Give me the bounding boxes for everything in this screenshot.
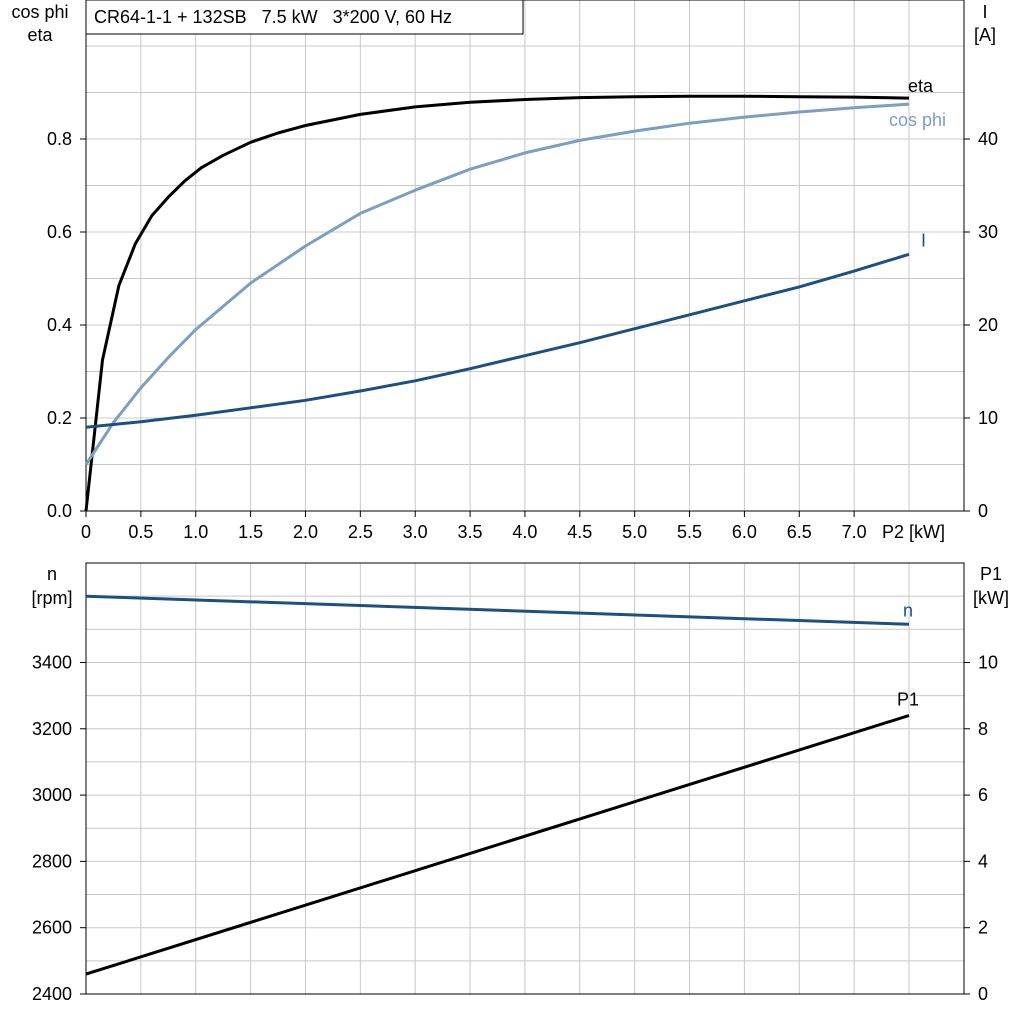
bottom-left-tick-label: 2600 [32, 918, 72, 938]
top-x-tick-label: 1.0 [183, 522, 208, 542]
bottom-right-tick-label: 0 [978, 984, 988, 1004]
top-left-tick-labels: 0.0 0.2 0.4 0.6 0.8 [47, 129, 86, 521]
bottom-right-tick-label: 4 [978, 851, 988, 871]
x-axis-label: P2 [kW] [882, 522, 945, 542]
bottom-right-tick-labels: 0 2 4 6 8 10 [964, 652, 998, 1004]
top-x-tick-label: 6.5 [787, 522, 812, 542]
top-left-tick-label: 0.8 [47, 129, 72, 149]
top-left-axis-label-line2: eta [27, 25, 53, 45]
bottom-right-tick-label: 2 [978, 918, 988, 938]
bottom-right-tick-label: 10 [978, 652, 998, 672]
series-label-p1: P1 [897, 690, 919, 710]
top-left-tick-label: 0.0 [47, 501, 72, 521]
bottom-right-axis-label-line2: [kW] [973, 588, 1009, 608]
top-x-tick-label: 4.0 [512, 522, 537, 542]
series-line-eta [84, 94, 910, 512]
bottom-chart: n [rpm] P1 [kW] 2400 2600 2800 3000 3200 3400… [31, 562, 1009, 1004]
bottom-left-tick-label: 3400 [32, 652, 72, 672]
bottom-chart-frame [85, 562, 965, 995]
top-x-tick-label: 2.5 [348, 522, 373, 542]
series-line-n [85, 594, 910, 626]
top-left-axis-label-line1: cos phi [11, 2, 68, 22]
bottom-chart-series: n P1 [85, 594, 919, 976]
bottom-left-tick-label: 2800 [32, 851, 72, 871]
top-x-tick-label: 1.5 [238, 522, 263, 542]
top-left-tick-label: 0.4 [47, 315, 72, 335]
series-label-n: n [903, 600, 913, 620]
series-line-i [85, 252, 910, 429]
top-right-tick-label: 0 [978, 501, 988, 521]
top-right-tick-label: 10 [978, 408, 998, 428]
top-right-tick-label: 30 [978, 222, 998, 242]
bottom-left-axis-label-line2: [rpm] [31, 588, 72, 608]
series-label-cos-phi: cos phi [889, 110, 946, 130]
top-left-tick-label: 0.6 [47, 222, 72, 242]
top-right-tick-label: 20 [978, 315, 998, 335]
top-left-tick-label: 0.2 [47, 408, 72, 428]
top-x-tick-label: 7.0 [842, 522, 867, 542]
top-x-tick-label: 0 [81, 522, 91, 542]
top-right-tick-label: 40 [978, 129, 998, 149]
series-line-cos-phi [84, 102, 910, 466]
bottom-right-axis-label-line1: P1 [980, 564, 1002, 584]
series-label-eta: eta [908, 76, 934, 96]
bottom-left-tick-label: 2400 [32, 984, 72, 1004]
top-right-axis-label-line2: [A] [974, 25, 996, 45]
top-x-tick-labels: 0 0.5 1.0 1.5 2.0 2.5 3.0 3.5 4.0 4.5 5.0 5.5 6.0 6.5… [81, 511, 867, 542]
top-right-tick-labels: 0 10 20 30 40 [964, 129, 998, 521]
bottom-chart-grid [86, 563, 964, 994]
series-line-p1 [85, 714, 910, 976]
bottom-left-axis-label-line1: n [47, 564, 57, 584]
top-x-tick-label: 3.5 [458, 522, 483, 542]
bottom-right-tick-label: 8 [978, 719, 988, 739]
bottom-right-tick-label: 6 [978, 785, 988, 805]
bottom-left-tick-label: 3000 [32, 785, 72, 805]
chart-title: CR64-1-1 + 132SB 7.5 kW 3*200 V, 60 Hz [94, 7, 452, 27]
top-x-tick-label: 4.5 [567, 522, 592, 542]
bottom-left-tick-labels: 2400 2600 2800 3000 3200 3400 [32, 652, 86, 1004]
top-chart-series: eta cos phi I [84, 76, 946, 512]
top-x-tick-label: 6.0 [732, 522, 757, 542]
series-label-i: I [921, 230, 926, 250]
top-x-tick-label: 3.0 [403, 522, 428, 542]
top-x-tick-label: 5.0 [622, 522, 647, 542]
bottom-left-tick-label: 3200 [32, 719, 72, 739]
top-right-axis-label-line1: I [982, 2, 987, 22]
chart-title-box [85, 0, 524, 35]
top-x-tick-label: 2.0 [293, 522, 318, 542]
top-x-tick-label: 0.5 [128, 522, 153, 542]
top-x-tick-label: 5.5 [677, 522, 702, 542]
top-chart: CR64-1-1 + 132SB 7.5 kW 3*200 V, 60 Hz c… [11, 0, 998, 542]
top-chart-grid [86, 0, 964, 511]
